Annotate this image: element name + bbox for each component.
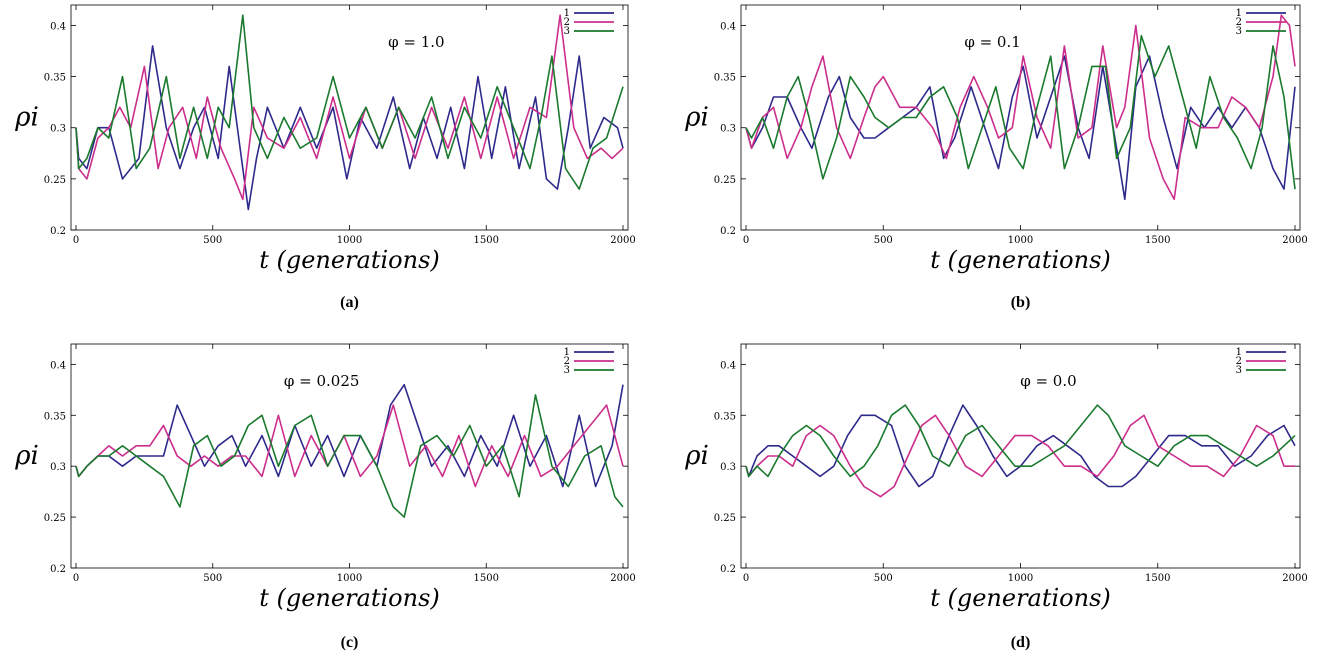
panel-label: (c) bbox=[341, 634, 359, 651]
plot-frame bbox=[70, 4, 629, 231]
series-line-2 bbox=[745, 14, 1296, 201]
y-axis-label: ρi bbox=[684, 441, 709, 471]
x-tick-label: 1000 bbox=[1008, 235, 1033, 246]
x-axis-label: t (generations) bbox=[259, 584, 440, 612]
legend-label-1: 1 bbox=[1236, 347, 1242, 358]
y-tick-label: 0.4 bbox=[50, 360, 66, 371]
x-tick-label: 500 bbox=[874, 573, 893, 584]
x-tick-label: 2000 bbox=[1282, 235, 1307, 246]
y-tick-label: 0.35 bbox=[44, 73, 66, 84]
x-tick-label: 0 bbox=[743, 573, 749, 584]
y-tick-label: 0.4 bbox=[720, 21, 736, 32]
panel-label: (d) bbox=[1011, 634, 1031, 651]
legend-label-2: 2 bbox=[564, 356, 570, 367]
y-tick-label: 0.3 bbox=[720, 462, 736, 473]
y-axis-label: ρi bbox=[14, 441, 39, 471]
y-tick-label: 0.4 bbox=[50, 21, 66, 32]
x-axis-label: t (generations) bbox=[259, 246, 440, 274]
y-tick-label: 0.25 bbox=[44, 513, 66, 524]
panel-label: (a) bbox=[340, 294, 359, 311]
y-tick-label: 0.3 bbox=[720, 124, 736, 135]
x-tick-label: 2000 bbox=[1282, 573, 1307, 584]
x-axis-label: t (generations) bbox=[930, 584, 1111, 612]
y-tick-label: 0.2 bbox=[720, 226, 736, 237]
series-line-1 bbox=[745, 404, 1296, 488]
x-tick-label: 2000 bbox=[610, 235, 635, 246]
y-tick-label: 0.35 bbox=[44, 411, 66, 422]
legend-label-3: 3 bbox=[1236, 26, 1242, 37]
legend-label-1: 1 bbox=[1236, 8, 1242, 19]
y-tick-label: 0.2 bbox=[50, 564, 66, 575]
series-line-3 bbox=[75, 14, 624, 190]
y-tick-label: 0.2 bbox=[50, 226, 66, 237]
x-tick-label: 500 bbox=[203, 235, 222, 246]
chart-panel-a: 0.2 0.25 0.3 0.35 0.4 0 500 1000 1500 2000 123 φ = … bbox=[14, 4, 636, 311]
x-tick-label: 1000 bbox=[1008, 573, 1033, 584]
y-tick-label: 0.25 bbox=[714, 175, 736, 186]
x-tick-label: 2000 bbox=[610, 573, 635, 584]
series-line-3 bbox=[745, 404, 1296, 478]
y-axis-label: ρi bbox=[684, 103, 709, 133]
panel-label: (b) bbox=[1011, 294, 1031, 311]
phi-annotation: φ = 0.1 bbox=[964, 33, 1020, 51]
x-tick-label: 500 bbox=[203, 573, 222, 584]
y-tick-label: 0.3 bbox=[50, 462, 66, 473]
y-tick-label: 0.3 bbox=[50, 124, 66, 135]
legend-label-1: 1 bbox=[564, 347, 570, 358]
y-tick-label: 0.25 bbox=[714, 513, 736, 524]
y-tick-label: 0.25 bbox=[44, 175, 66, 186]
legend-label-2: 2 bbox=[564, 17, 570, 28]
x-tick-label: 500 bbox=[874, 235, 893, 246]
x-tick-label: 1500 bbox=[474, 573, 499, 584]
y-tick-label: 0.35 bbox=[714, 411, 736, 422]
x-tick-label: 1000 bbox=[337, 235, 362, 246]
x-tick-label: 0 bbox=[743, 235, 749, 246]
y-tick-label: 0.35 bbox=[714, 73, 736, 84]
phi-annotation: φ = 0.025 bbox=[284, 372, 360, 390]
legend-label-1: 1 bbox=[564, 8, 570, 19]
phi-annotation: φ = 1.0 bbox=[388, 33, 444, 51]
legend-label-3: 3 bbox=[1236, 365, 1242, 376]
legend-label-2: 2 bbox=[1236, 356, 1242, 367]
legend-label-2: 2 bbox=[1236, 17, 1242, 28]
y-tick-label: 0.4 bbox=[720, 360, 736, 371]
x-tick-label: 0 bbox=[73, 573, 79, 584]
x-axis-label: t (generations) bbox=[930, 246, 1111, 274]
series-line-3 bbox=[75, 394, 624, 518]
legend-label-3: 3 bbox=[564, 26, 570, 37]
chart-panel-c: 0.2 0.25 0.3 0.35 0.4 0 500 1000 1500 2000 123 φ = … bbox=[14, 343, 636, 651]
legend-label-3: 3 bbox=[564, 365, 570, 376]
x-tick-label: 1500 bbox=[1145, 573, 1170, 584]
chart-panel-b: 0.2 0.25 0.3 0.35 0.4 0 500 1000 1500 2000 123 φ = … bbox=[684, 4, 1308, 311]
phi-annotation: φ = 0.0 bbox=[1020, 372, 1076, 390]
series-line-2 bbox=[745, 414, 1295, 498]
chart-panel-d: 0.2 0.25 0.3 0.35 0.4 0 500 1000 1500 2000 123 φ = … bbox=[684, 343, 1308, 651]
series-line-1 bbox=[75, 45, 624, 211]
x-tick-label: 1500 bbox=[474, 235, 499, 246]
x-tick-label: 0 bbox=[73, 235, 79, 246]
series-line-3 bbox=[745, 34, 1296, 190]
series-line-2 bbox=[75, 14, 624, 201]
series-line-2 bbox=[75, 404, 624, 488]
x-tick-label: 1500 bbox=[1145, 235, 1170, 246]
series-line-1 bbox=[75, 383, 624, 488]
y-tick-label: 0.2 bbox=[720, 564, 736, 575]
y-axis-label: ρi bbox=[14, 103, 39, 133]
x-tick-label: 1000 bbox=[337, 573, 362, 584]
